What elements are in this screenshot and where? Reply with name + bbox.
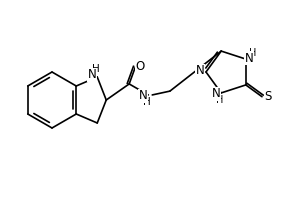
Text: N: N <box>139 89 148 102</box>
Text: H: H <box>92 64 100 74</box>
Text: N: N <box>196 64 204 77</box>
Text: N: N <box>244 52 253 65</box>
Text: H: H <box>249 48 256 58</box>
Text: S: S <box>264 90 272 103</box>
Text: N: N <box>88 68 97 82</box>
Text: H: H <box>143 97 151 107</box>
Text: O: O <box>136 60 145 73</box>
Text: H: H <box>215 95 223 105</box>
Text: N: N <box>212 87 220 100</box>
